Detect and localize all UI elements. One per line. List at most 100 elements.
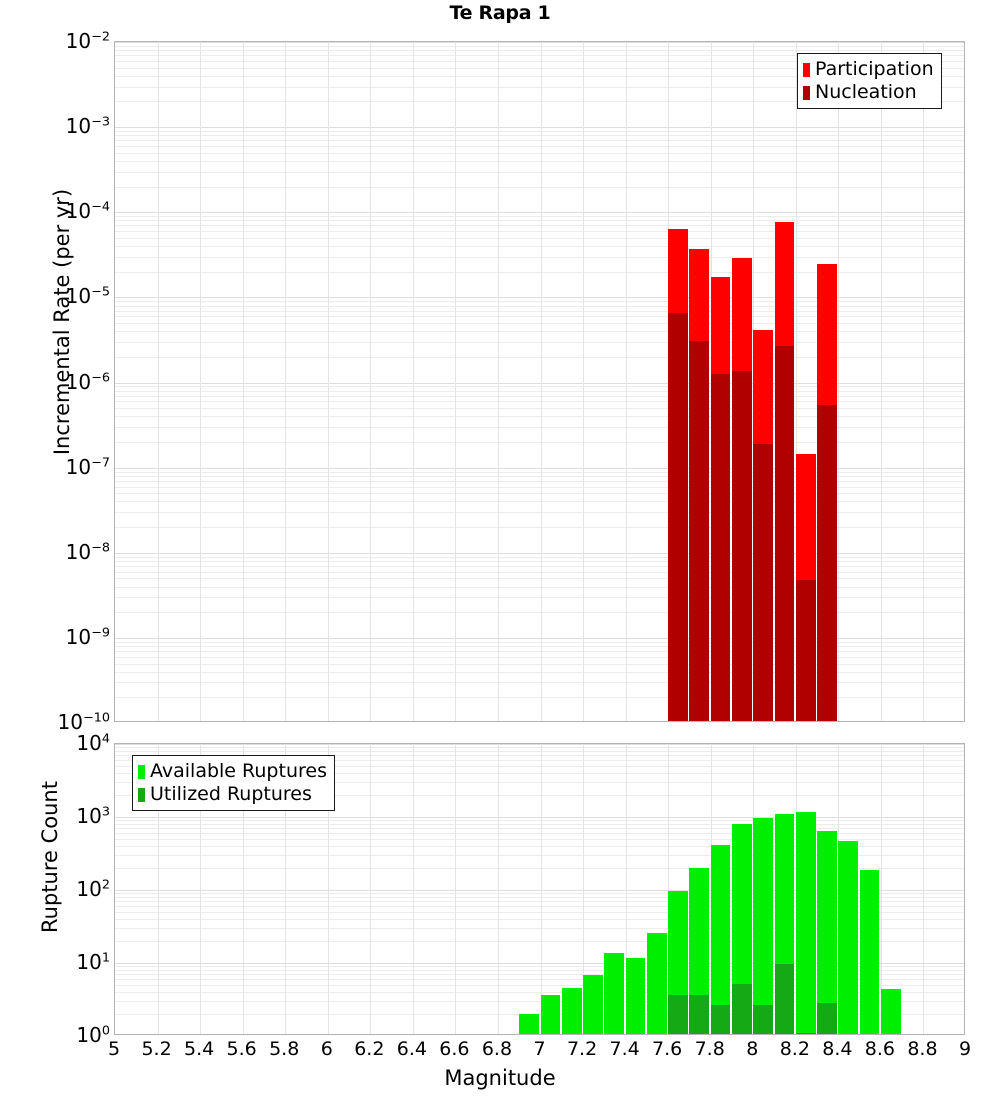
- gridline-vertical: [625, 744, 627, 1034]
- x-tick-label: 8.6: [864, 1038, 895, 1060]
- gridline-vertical: [412, 744, 414, 1034]
- gridline-minor: [115, 171, 964, 173]
- gridline-minor: [115, 441, 964, 443]
- x-tick-label: 9: [958, 1038, 972, 1060]
- bar-available-ruptures: [731, 824, 752, 1034]
- bar-available-ruptures: [625, 957, 646, 1034]
- bar-available-ruptures: [689, 868, 710, 1034]
- x-tick-label: 5.8: [269, 1038, 300, 1060]
- gridline-minor: [115, 663, 964, 665]
- gridline-minor: [115, 310, 964, 312]
- gridline-minor: [115, 984, 964, 986]
- gridline-minor: [115, 101, 964, 103]
- gridline-minor: [115, 586, 964, 588]
- bar-nucleation: [795, 579, 816, 721]
- x-tick-label: 6.6: [439, 1038, 470, 1060]
- gridline-major: [115, 42, 964, 43]
- bar-utilized-ruptures: [753, 1004, 774, 1034]
- bar-nucleation: [710, 374, 731, 721]
- gridline-minor: [115, 755, 964, 757]
- gridline-minor: [115, 974, 964, 976]
- gridline-minor: [115, 501, 964, 503]
- gridline-vertical: [285, 744, 287, 1034]
- gridline-minor: [115, 893, 964, 895]
- gridline-minor: [115, 140, 964, 142]
- gridline-minor: [115, 656, 964, 658]
- x-tick-label: 7.2: [566, 1038, 598, 1060]
- gridline-minor: [115, 160, 964, 162]
- x-tick-label: 6.8: [481, 1038, 513, 1060]
- gridline-minor: [115, 578, 964, 580]
- gridline-vertical: [157, 744, 159, 1034]
- bar-available-ruptures: [817, 831, 837, 1034]
- legend-swatch-icon: [138, 764, 145, 779]
- gridline-vertical: [242, 42, 244, 721]
- gridline-minor: [115, 979, 964, 981]
- y-tick-label: 10−6: [65, 369, 110, 394]
- gridline-vertical: [838, 42, 840, 721]
- gridline-minor: [115, 751, 964, 753]
- gridline-minor: [115, 131, 964, 133]
- gridline-minor: [115, 928, 964, 930]
- top-legend: Participation Nucleation: [797, 53, 942, 109]
- gridline-vertical: [285, 42, 287, 721]
- gridline-vertical: [242, 744, 244, 1034]
- gridline-minor: [115, 237, 964, 239]
- gridline-minor: [115, 651, 964, 653]
- gridline-vertical: [625, 42, 627, 721]
- gridline-minor: [115, 271, 964, 273]
- gridline-minor: [115, 75, 964, 77]
- gridline-minor: [115, 765, 964, 767]
- bar-available-ruptures: [583, 975, 603, 1034]
- gridline-minor: [115, 571, 964, 573]
- bar-available-ruptures: [561, 987, 582, 1034]
- gridline-minor: [115, 565, 964, 567]
- legend-item: Utilized Ruptures: [138, 783, 327, 806]
- gridline-minor: [115, 475, 964, 477]
- gridline-minor: [115, 316, 964, 318]
- gridline-minor: [115, 356, 964, 358]
- gridline-minor: [115, 45, 964, 47]
- x-tick-label: 7.4: [609, 1038, 640, 1060]
- bar-utilized-ruptures: [795, 1032, 816, 1034]
- bar-nucleation: [774, 345, 795, 721]
- gridline-major: [115, 637, 964, 639]
- gridline-minor: [115, 471, 964, 473]
- y-tick-label: 10−8: [65, 539, 110, 564]
- gridline-minor: [115, 682, 964, 684]
- y-tick-label: 10−3: [65, 114, 110, 139]
- y-tick-label: 10−9: [65, 624, 110, 649]
- gridline-minor: [115, 512, 964, 514]
- y-tick-label: 101: [76, 950, 110, 974]
- gridline-minor: [115, 760, 964, 762]
- bar-utilized-ruptures: [774, 964, 795, 1034]
- x-tick-label: 6.4: [396, 1038, 427, 1060]
- legend-label: Participation: [815, 58, 934, 80]
- gridline-vertical: [497, 42, 499, 721]
- legend-item: Available Ruptures: [138, 760, 327, 783]
- gridline-minor: [115, 941, 964, 943]
- gridline-vertical: [540, 744, 542, 1034]
- y-tick-label: 10−10: [57, 710, 110, 734]
- bar-available-ruptures: [880, 989, 901, 1034]
- bar-utilized-ruptures: [731, 983, 752, 1034]
- gridline-vertical: [923, 744, 925, 1034]
- bar-nucleation: [668, 312, 688, 721]
- x-tick-label: 6: [320, 1038, 333, 1060]
- bar-nucleation: [731, 371, 752, 721]
- gridline-vertical: [412, 42, 414, 721]
- gridline-minor: [115, 416, 964, 418]
- legend-label: Utilized Ruptures: [150, 783, 312, 805]
- gridline-major: [115, 297, 964, 299]
- gridline-minor: [115, 220, 964, 222]
- gridline-vertical: [583, 744, 585, 1034]
- x-tick-label: 5.4: [183, 1038, 215, 1060]
- gridline-minor: [115, 992, 964, 994]
- y-tick-label: 10−4: [65, 199, 110, 224]
- bar-utilized-ruptures: [710, 1004, 731, 1034]
- gridline-minor: [115, 855, 964, 857]
- gridline-minor: [115, 773, 964, 775]
- x-tick-label: 7: [533, 1038, 546, 1060]
- legend-label: Available Ruptures: [150, 760, 327, 782]
- gridline-vertical: [370, 42, 372, 721]
